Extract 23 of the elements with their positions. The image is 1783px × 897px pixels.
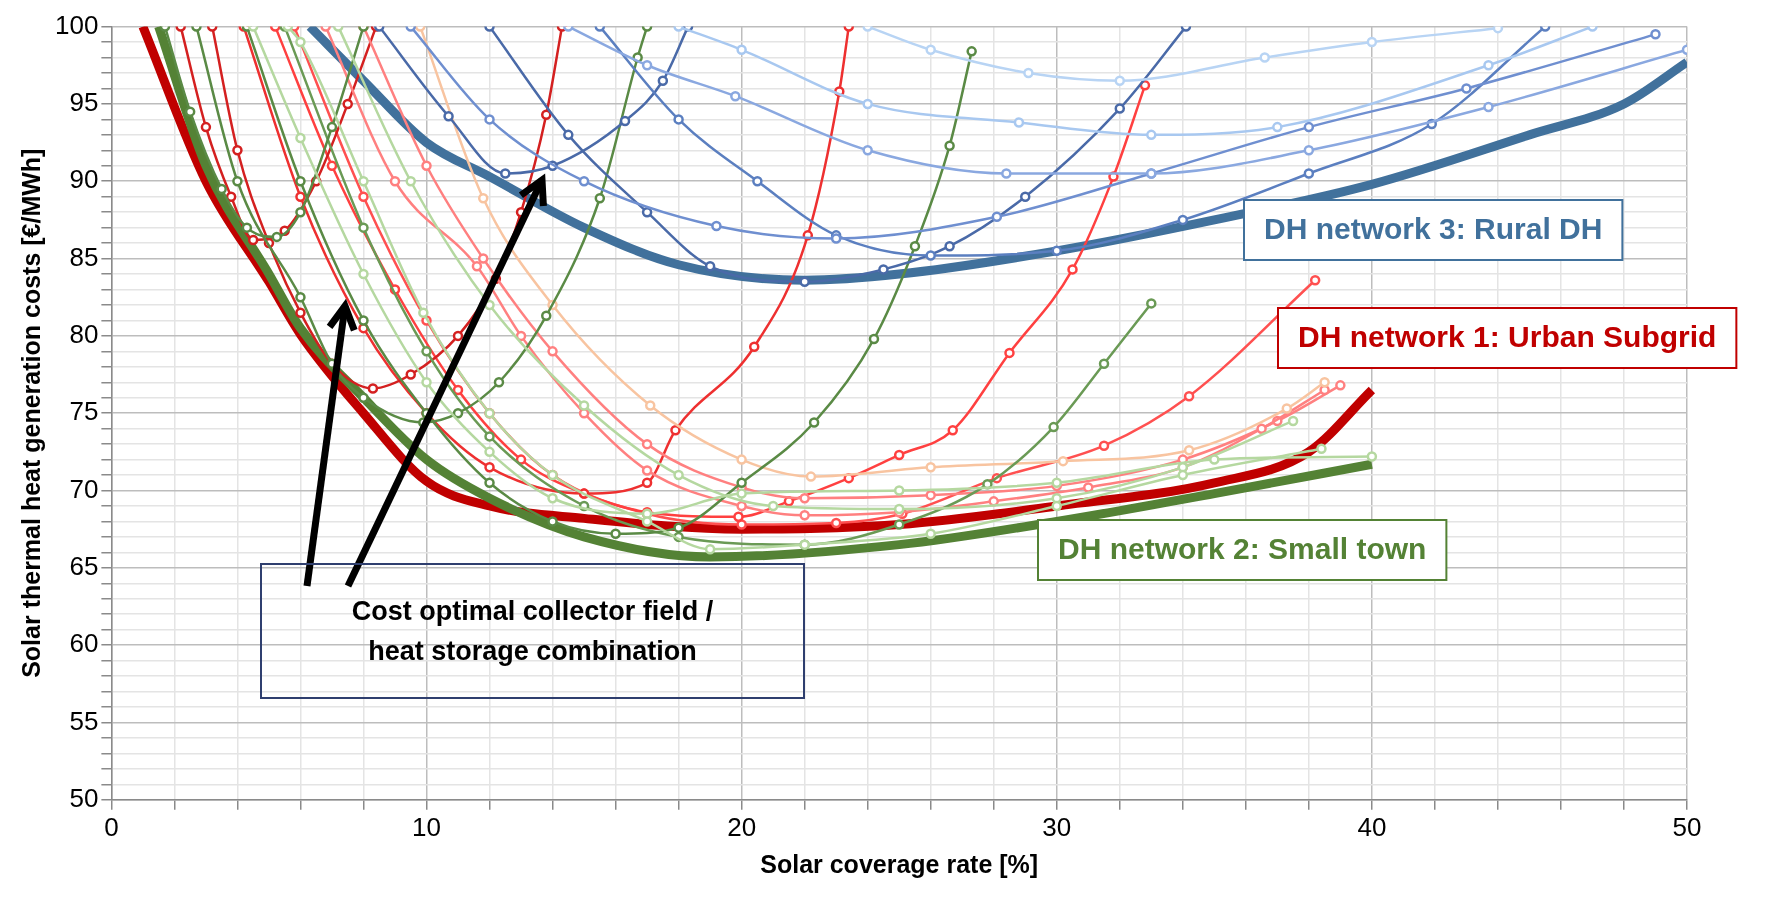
text: DH network 1: Urban Subgrid xyxy=(1298,320,1717,354)
annotation: Cost optimal collector field / heat storage combination xyxy=(260,563,805,699)
y-tick-label: 80 xyxy=(69,319,99,350)
x-tick-label: 50 xyxy=(1672,811,1702,842)
x-tick-label: 30 xyxy=(1042,811,1072,842)
series-label: DH network 2: Small town xyxy=(1057,532,1427,566)
y-tick-label: 70 xyxy=(69,473,99,504)
y-tick-label: 75 xyxy=(69,396,99,427)
y-axis-title: Solar thermal heat generation costs [€/MWh] xyxy=(16,148,45,678)
y-tick-label: 50 xyxy=(69,782,99,813)
x-tick-label: 40 xyxy=(1357,811,1387,842)
x-tick-label: 0 xyxy=(104,811,119,842)
y-tick-label: 65 xyxy=(69,551,99,582)
y-tick-label: 90 xyxy=(69,164,99,195)
x-axis-title: Solar coverage rate [%] xyxy=(760,849,1039,878)
x-tick-label: 20 xyxy=(727,811,757,842)
y-tick-label: 60 xyxy=(69,628,99,659)
y-tick-label: 100 xyxy=(54,9,99,40)
y-tick-label: 95 xyxy=(69,87,99,118)
y-tick-label: 55 xyxy=(69,705,99,736)
series-label: DH network 3: Rural DH xyxy=(1263,212,1603,246)
x-tick-label: 10 xyxy=(412,811,441,842)
y-tick-label: 85 xyxy=(69,241,99,272)
